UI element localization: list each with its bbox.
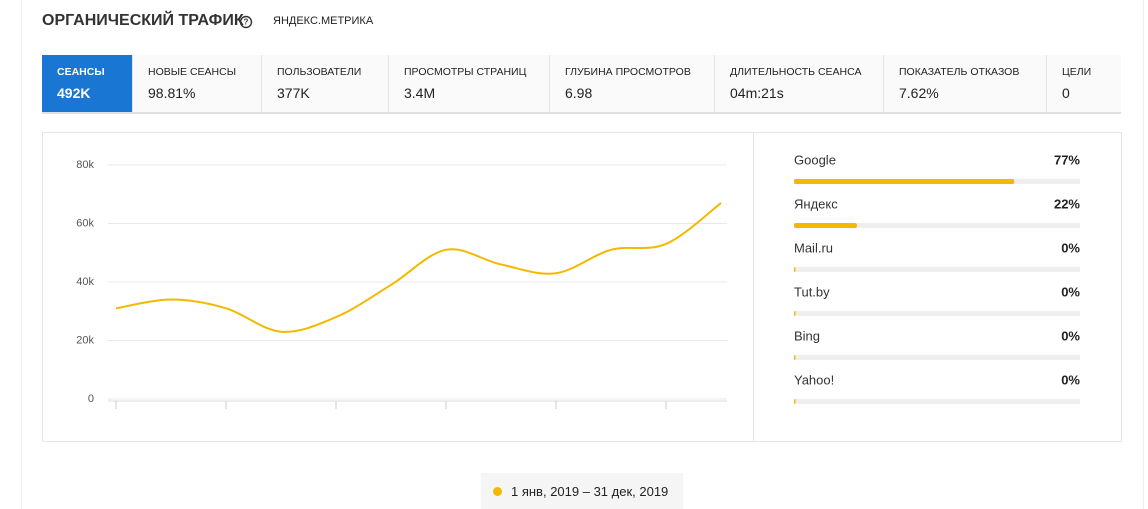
metric-value: 3.4M: [404, 85, 436, 101]
source-name: Google: [794, 152, 836, 167]
source-percent: 0%: [1061, 372, 1080, 387]
metric-label: СЕАНСЫ: [57, 66, 105, 78]
card: [21, 0, 1144, 509]
metric-tab[interactable]: НОВЫЕ СЕАНСЫ 98.81%: [132, 55, 261, 112]
y-tick-label: 0: [88, 393, 94, 405]
svg-text:?: ?: [244, 18, 249, 27]
divider: [753, 133, 754, 441]
metric-label: НОВЫЕ СЕАНСЫ: [148, 66, 237, 78]
metric-tab[interactable]: ПРОСМОТРЫ СТРАНИЦ 3.4M: [388, 55, 549, 112]
source-percent: 0%: [1061, 284, 1080, 299]
metric-value: 98.81%: [148, 85, 196, 101]
help-icon[interactable]: ?: [239, 15, 253, 29]
line: [115, 202, 722, 333]
metric-label: ПОКАЗАТЕЛЬ ОТКАЗОВ: [899, 66, 1020, 78]
y-tick-label: 40k: [76, 276, 94, 288]
bar: [794, 399, 796, 404]
bar: [794, 179, 1015, 184]
source-name: Bing: [794, 328, 820, 343]
bar-track: [794, 399, 1080, 404]
y-tick-label: 20k: [76, 334, 94, 346]
source-name: Tut.by: [794, 284, 830, 299]
metric-tab[interactable]: СЕАНСЫ 492K: [42, 55, 132, 112]
y-tick-label: 80k: [76, 159, 94, 171]
metric-tab[interactable]: ГЛУБИНА ПРОСМОТРОВ 6.98: [549, 55, 714, 112]
metric-label: ЦЕЛИ: [1062, 66, 1092, 78]
bar-track: [794, 267, 1080, 272]
metric-label: ПРОСМОТРЫ СТРАНИЦ: [404, 66, 527, 78]
bar: [794, 267, 796, 272]
legend: 1 янв, 2019 – 31 дек, 2019: [481, 473, 683, 509]
bar-track: [794, 311, 1080, 316]
source-percent: 0%: [1061, 328, 1080, 343]
source-label: ЯНДЕКС.МЕТРИКА: [273, 15, 374, 27]
metric-value: 377K: [277, 85, 310, 101]
metric-label: ГЛУБИНА ПРОСМОТРОВ: [565, 66, 691, 78]
metric-tab[interactable]: ДЛИТЕЛЬНОСТЬ СЕАНСА 04m:21s: [714, 55, 883, 112]
y-tick-label: 60k: [76, 217, 94, 229]
title: ОРГАНИЧЕСКИЙ ТРАФИК: [42, 12, 244, 29]
source-name: Яндекс: [794, 196, 838, 211]
metric-tab[interactable]: ПОКАЗАТЕЛЬ ОТКАЗОВ 7.62%: [883, 55, 1046, 112]
metric-tab[interactable]: ЦЕЛИ 0: [1046, 55, 1121, 112]
metric-value: 7.62%: [899, 85, 939, 101]
bar: [794, 223, 857, 228]
metric-label: ПОЛЬЗОВАТЕЛИ: [277, 66, 362, 78]
metric-value: 04m:21s: [730, 85, 784, 101]
source-percent: 22%: [1054, 196, 1080, 211]
legend-marker: [493, 487, 502, 496]
bar-track: [794, 223, 1080, 228]
bar: [794, 355, 796, 360]
bar: [794, 311, 796, 316]
source-name: Yahoo!: [794, 372, 834, 387]
chart-panel: [42, 132, 1122, 442]
source-percent: 0%: [1061, 240, 1080, 255]
source-percent: 77%: [1054, 152, 1080, 167]
metric-value: 492K: [57, 85, 91, 101]
metric-tab[interactable]: ПОЛЬЗОВАТЕЛИ 377K: [261, 55, 388, 112]
metric-tabs: СЕАНСЫ 492K НОВЫЕ СЕАНСЫ 98.81% ПОЛЬЗОВАТЕЛИ…: [42, 55, 1121, 114]
metric-label: ДЛИТЕЛЬНОСТЬ СЕАНСА: [730, 66, 862, 78]
metric-value: 6.98: [565, 85, 593, 101]
metric-value: 0: [1062, 85, 1070, 101]
source-name: Mail.ru: [794, 240, 833, 255]
bar-track: [794, 355, 1080, 360]
legend-label: 1 янв, 2019 – 31 дек, 2019: [511, 484, 669, 499]
